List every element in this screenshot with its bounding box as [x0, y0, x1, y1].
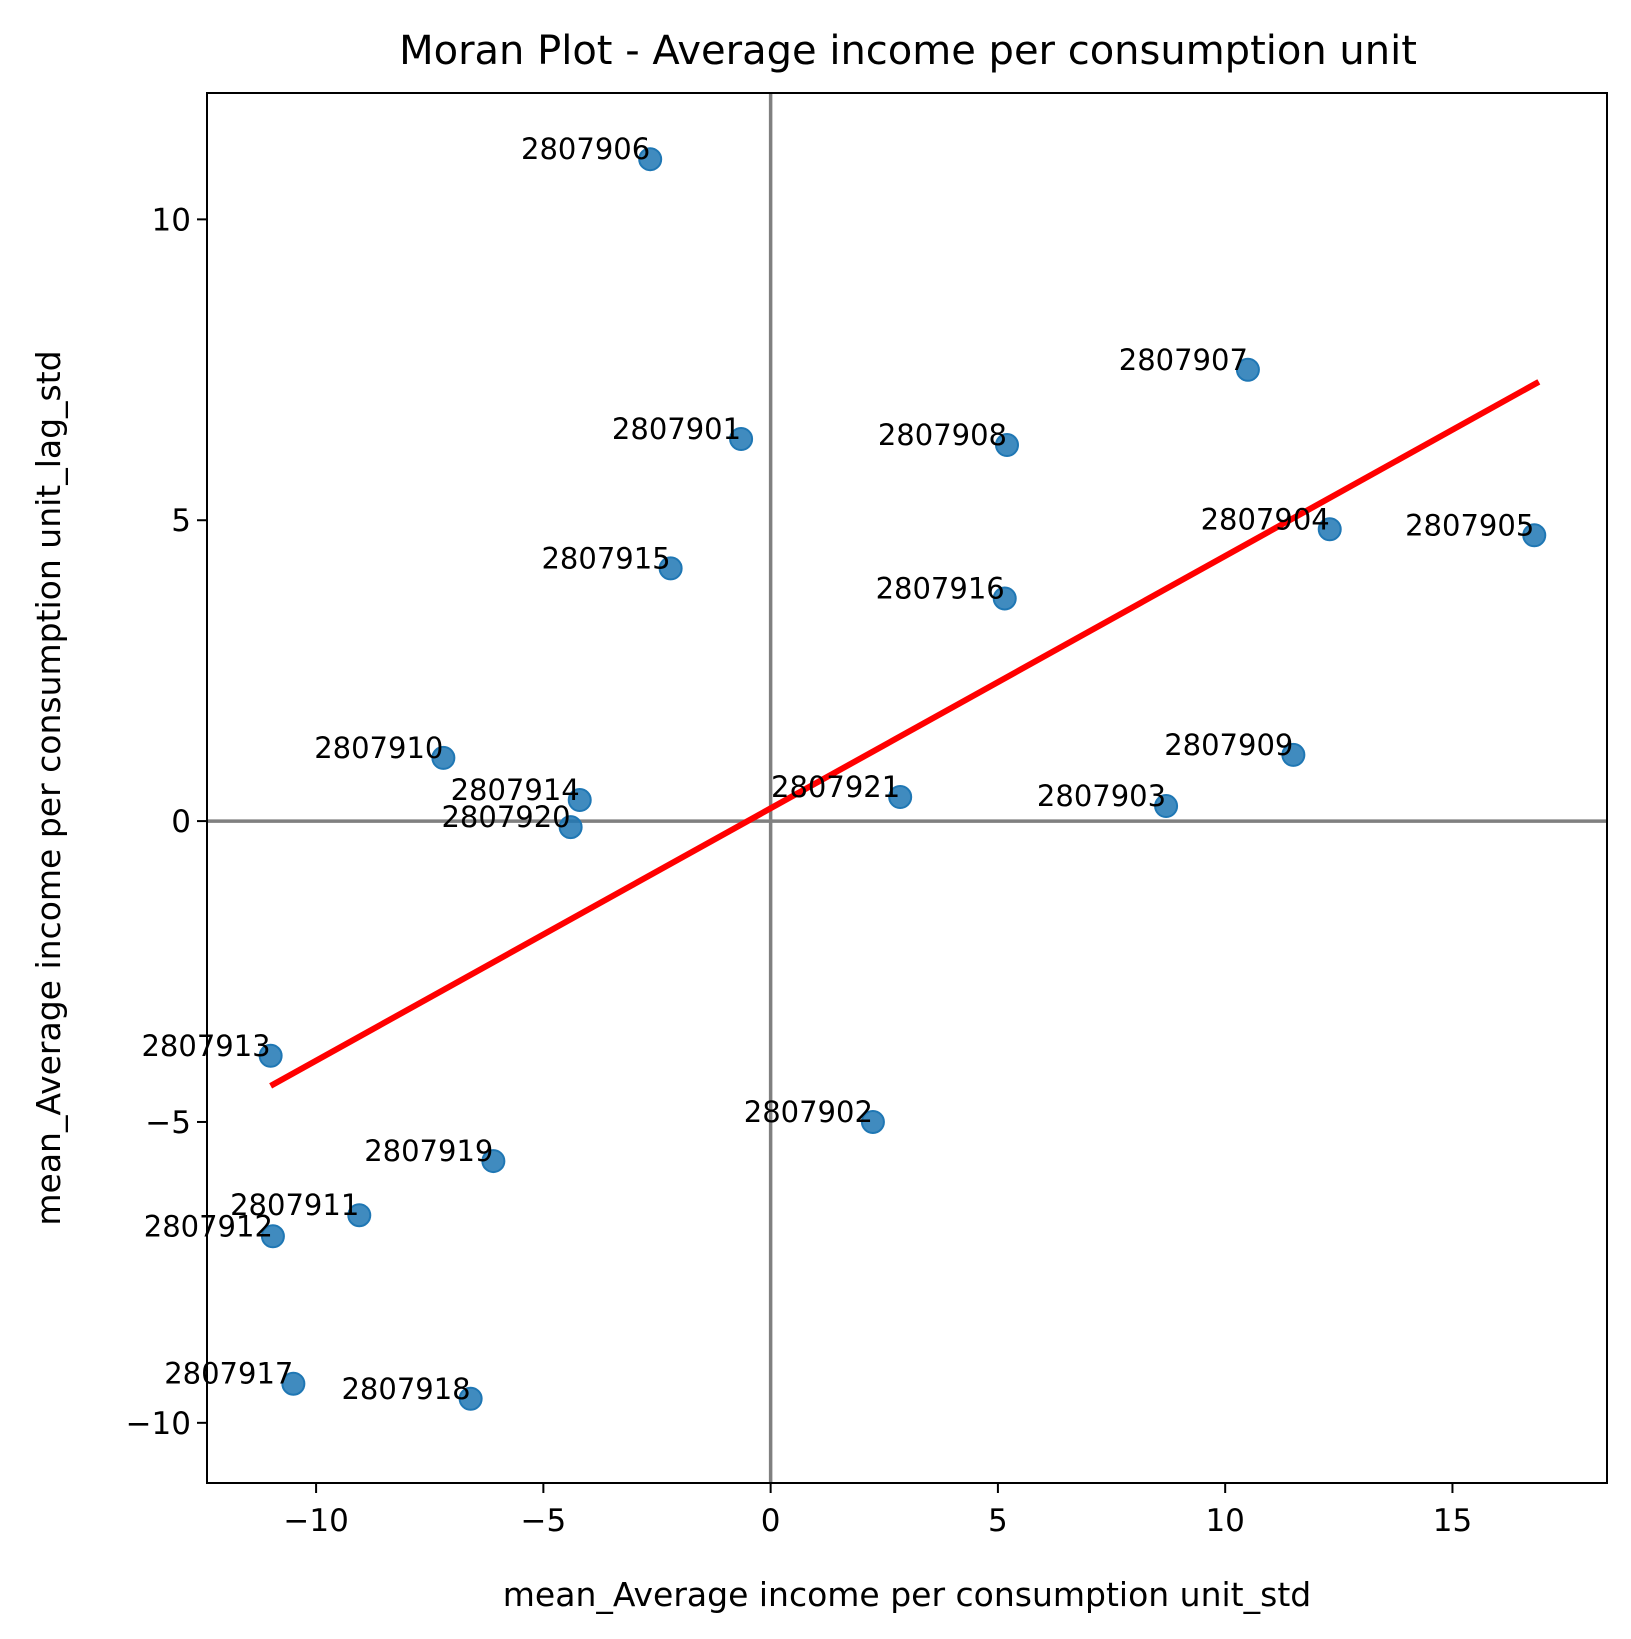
- data-point: [638, 147, 663, 172]
- x-axis-ticks: −10 −5 0 5 10 15: [283, 1483, 1472, 1539]
- data-point: [258, 1043, 283, 1068]
- y-axis-ticks: −10 −5 0 5 10: [126, 202, 207, 1442]
- point-label: 2807902: [744, 1095, 873, 1129]
- regression-line-group: [269, 379, 1541, 1089]
- chart-title: Moran Plot - Average income per consumpt…: [399, 28, 1417, 74]
- point-label: 2807911: [230, 1188, 359, 1222]
- data-point: [1235, 357, 1260, 382]
- data-point: [481, 1149, 506, 1174]
- data-point: [558, 815, 583, 840]
- x-axis-label: mean_Average income per consumption unit…: [503, 1575, 1311, 1614]
- y-axis-label: mean_Average income per consumption unit…: [29, 350, 68, 1225]
- point-label: 2807915: [541, 541, 670, 575]
- point-label: 2807905: [1405, 508, 1534, 542]
- point-label: 2807916: [876, 571, 1005, 605]
- x-tick-label: 10: [1205, 1503, 1244, 1539]
- y-tick-label: 5: [171, 503, 191, 539]
- point-label: 2807901: [612, 412, 741, 446]
- data-point: [567, 788, 592, 813]
- data-point: [729, 426, 754, 451]
- point-label: 2807904: [1201, 502, 1330, 536]
- data-point: [1317, 517, 1342, 542]
- y-tick-label: 0: [171, 804, 191, 840]
- y-tick-label: 10: [152, 202, 191, 238]
- x-tick-label: −10: [283, 1503, 348, 1539]
- point-labels-group: 2807906 2807907 2807901 2807908 2807904 28079…: [141, 132, 1534, 1406]
- plot-frame: [206, 92, 1608, 1484]
- x-tick-label: 5: [988, 1503, 1008, 1539]
- data-point: [992, 586, 1017, 611]
- regression-line: [269, 379, 1541, 1089]
- x-tick-label: 0: [761, 1503, 781, 1539]
- point-label: 2807903: [1037, 779, 1166, 813]
- data-point: [1522, 523, 1547, 548]
- data-point: [658, 556, 683, 581]
- data-point: [281, 1371, 306, 1396]
- data-point: [995, 433, 1019, 458]
- x-tick-label: −5: [521, 1503, 567, 1539]
- point-label: 2807912: [144, 1209, 273, 1243]
- point-label: 2807910: [314, 731, 443, 765]
- point-label: 2807914: [451, 773, 580, 807]
- x-tick-label: 15: [1433, 1503, 1472, 1539]
- point-label: 2807920: [441, 800, 570, 834]
- y-tick-label: −5: [145, 1105, 191, 1141]
- y-tick-label: −10: [126, 1406, 191, 1442]
- point-label: 2807907: [1119, 343, 1248, 377]
- point-label: 2807921: [771, 770, 900, 804]
- reference-lines: [207, 93, 1607, 1483]
- data-point: [1281, 742, 1306, 767]
- data-point: [347, 1203, 372, 1228]
- point-label: 2807917: [164, 1357, 293, 1391]
- data-point: [860, 1109, 885, 1134]
- data-point: [458, 1386, 483, 1411]
- data-point: [260, 1224, 285, 1249]
- points-group: [258, 147, 1547, 1411]
- point-label: 2807918: [341, 1372, 470, 1406]
- data-point: [431, 745, 456, 770]
- point-label: 2807919: [364, 1134, 493, 1168]
- point-label: 2807906: [521, 132, 650, 166]
- data-point: [888, 785, 913, 810]
- point-label: 2807909: [1164, 728, 1293, 762]
- point-label: 2807908: [878, 418, 1007, 452]
- data-point: [1154, 794, 1179, 819]
